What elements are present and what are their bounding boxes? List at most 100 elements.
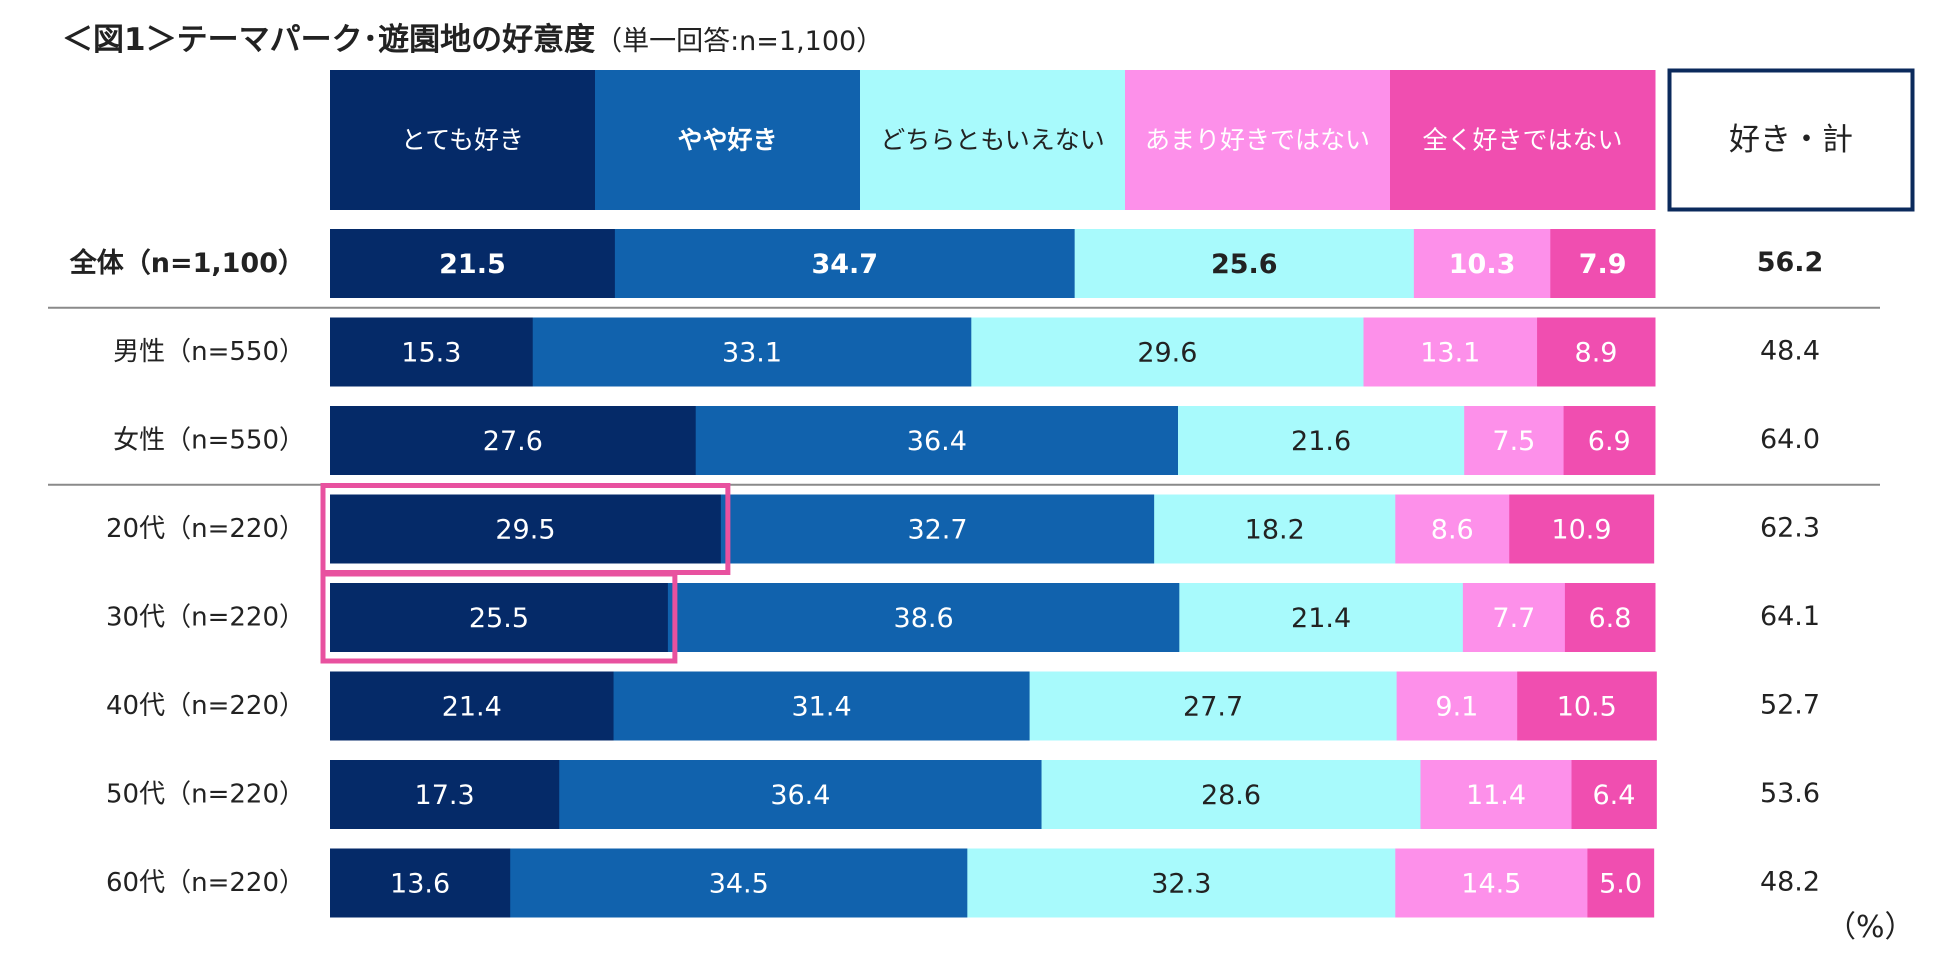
bar-segment: [1029, 671, 1398, 741]
legend-swatch-4: [1125, 70, 1391, 210]
bar-segment: [1363, 317, 1538, 387]
bar-segment: [1571, 760, 1657, 829]
legend-swatch-2: [595, 70, 861, 210]
bar-segment: [967, 848, 1396, 918]
bar-segment: [1509, 494, 1655, 564]
data-label: 17.3: [415, 780, 475, 811]
data-label: 36.4: [770, 780, 830, 811]
data-label: 10.5: [1557, 692, 1617, 723]
chart-title: ＜図1＞テーマパーク･遊園地の好意度（単一回答:n=1,100）: [62, 14, 883, 59]
total-header-box: [1667, 68, 1915, 212]
bar-segment: [1550, 229, 1656, 298]
data-label: 9.1: [1435, 692, 1478, 723]
bar-segment: [1464, 406, 1565, 475]
row-label: 20代（n=220）: [106, 514, 305, 544]
row-label: 男性（n=550）: [113, 337, 305, 367]
bar-segment: [510, 848, 968, 918]
data-label: 25.5: [469, 603, 529, 634]
bar-segment: [720, 494, 1155, 564]
data-label: 6.8: [1588, 603, 1631, 634]
bar-segment: [330, 229, 616, 298]
total-value: 62.3: [1760, 513, 1820, 544]
bar-segment: [1395, 848, 1588, 918]
data-label: 13.6: [390, 869, 450, 900]
bar-segment: [1154, 494, 1396, 564]
bar-segment: [1396, 671, 1518, 741]
chart-title-main: ＜図1＞テーマパーク･遊園地の好意度: [62, 22, 596, 58]
bar-segment: [613, 671, 1031, 741]
bar-segment: [1041, 760, 1421, 829]
bar-segment: [1074, 229, 1415, 298]
total-value: 64.1: [1760, 601, 1820, 632]
data-label: 33.1: [722, 338, 782, 369]
data-label: 21.4: [1291, 603, 1351, 634]
total-value: 64.0: [1760, 424, 1820, 455]
data-label: 6.9: [1588, 426, 1631, 457]
data-label: 11.4: [1466, 780, 1526, 811]
bar-segment: [330, 317, 534, 387]
legend-swatch-3: [860, 70, 1126, 210]
unit-label: （%）: [1826, 910, 1915, 945]
bar-segment: [667, 583, 1180, 652]
legend-label-1: とても好き: [401, 126, 524, 155]
legend-swatch-5: [1390, 70, 1656, 210]
data-label: 10.3: [1449, 249, 1516, 280]
bar-segment: [971, 317, 1364, 387]
data-label: 32.3: [1151, 869, 1211, 900]
bar-segment: [1537, 317, 1656, 387]
bar-segment: [532, 317, 972, 387]
row-label: 女性（n=550）: [113, 426, 305, 456]
bar-segment: [695, 406, 1179, 475]
data-label: 21.4: [442, 692, 502, 723]
bar-segment: [330, 848, 511, 918]
legend-label-5: 全く好きではない: [1422, 126, 1622, 155]
data-label: 7.7: [1492, 603, 1535, 634]
bar-segment: [330, 671, 615, 741]
data-label: 7.5: [1492, 426, 1535, 457]
bar-segment: [1179, 583, 1464, 652]
row-label: 40代（n=220）: [106, 691, 305, 721]
data-label: 32.7: [907, 515, 967, 546]
data-label: 15.3: [401, 338, 461, 369]
data-label: 18.2: [1245, 515, 1305, 546]
legend-label-4: あまり好きではない: [1145, 126, 1370, 155]
bar-segment: [1564, 583, 1656, 652]
bar-segment: [614, 229, 1076, 298]
bar-segment: [330, 760, 560, 829]
bar-segment: [330, 494, 722, 564]
data-label: 8.6: [1431, 515, 1474, 546]
bar-segment: [1178, 406, 1465, 475]
bar-segment: [1563, 406, 1656, 475]
highlight-box: [320, 571, 678, 664]
bar-segment: [1413, 229, 1551, 298]
data-label: 14.5: [1461, 869, 1521, 900]
bar-segment: [1587, 848, 1655, 918]
bar-segment: [330, 406, 697, 475]
data-label: 13.1: [1420, 338, 1480, 369]
total-value: 48.2: [1760, 867, 1820, 898]
data-label: 28.6: [1201, 780, 1261, 811]
data-label: 38.6: [894, 603, 954, 634]
data-label: 34.7: [811, 249, 878, 280]
data-label: 25.6: [1211, 249, 1278, 280]
data-label: 27.6: [483, 426, 543, 457]
data-label: 36.4: [907, 426, 967, 457]
legend-label-3: どちらともいえない: [880, 126, 1105, 155]
row-label: 全体（n=1,100）: [69, 247, 305, 279]
chart-title-sub: （単一回答:n=1,100）: [595, 26, 884, 57]
legend-swatch-1: [330, 70, 596, 210]
bar-segment: [330, 583, 669, 652]
bar-segment: [1395, 494, 1510, 564]
total-value: 53.6: [1760, 778, 1820, 809]
bar-segment: [1420, 760, 1573, 829]
data-label: 29.6: [1137, 338, 1197, 369]
data-label: 21.6: [1291, 426, 1351, 457]
bar-segment: [1517, 671, 1657, 741]
data-label: 7.9: [1579, 249, 1627, 280]
total-header-label: 好き・計: [1729, 122, 1853, 158]
legend-label-2: やや好き: [677, 126, 777, 155]
bar-segment: [559, 760, 1043, 829]
total-value: 52.7: [1760, 690, 1820, 721]
row-label: 30代（n=220）: [106, 603, 305, 633]
